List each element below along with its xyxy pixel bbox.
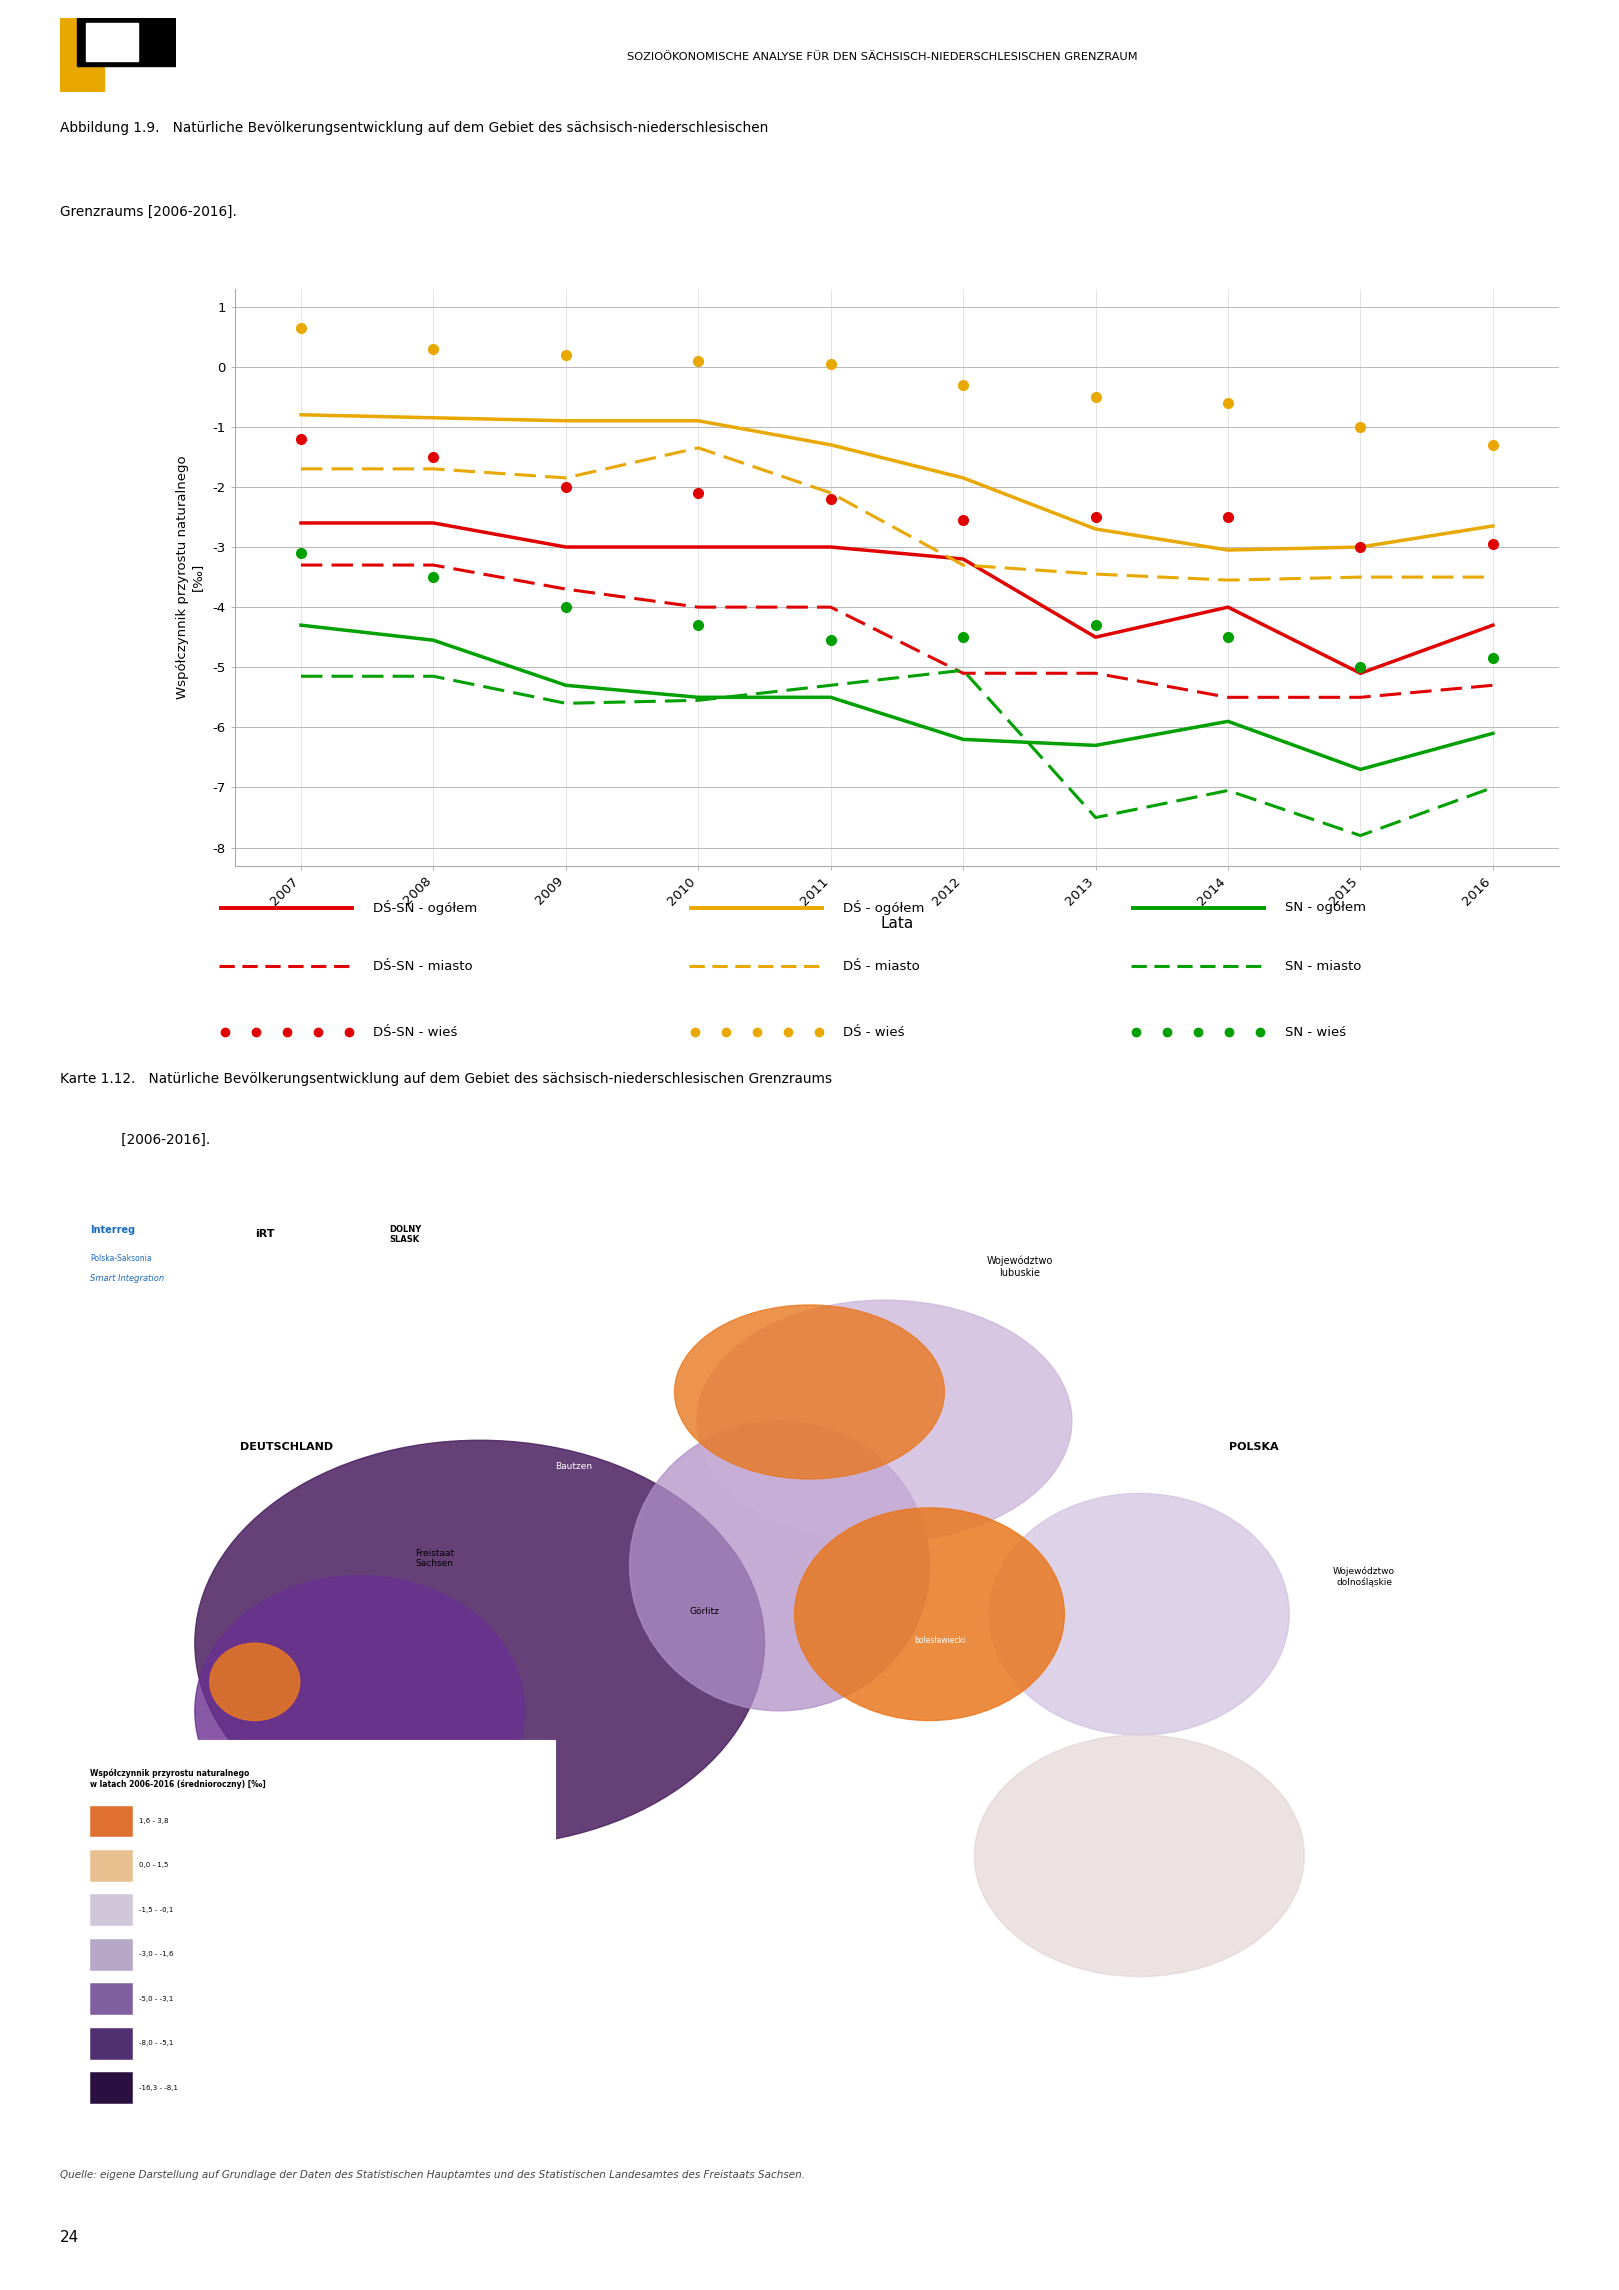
Bar <box>86 23 138 62</box>
Bar <box>91 1983 131 2015</box>
Text: iRT: iRT <box>254 1230 274 1239</box>
Text: -8,0 - -5,1: -8,0 - -5,1 <box>139 2040 173 2047</box>
Text: SN - wieś: SN - wieś <box>1284 1026 1345 1040</box>
Text: DŚ-SN - wieś: DŚ-SN - wieś <box>372 1026 457 1040</box>
Text: 1,6 - 3,8: 1,6 - 3,8 <box>139 1818 168 1825</box>
Text: DŚ - miasto: DŚ - miasto <box>843 960 920 973</box>
Text: 24: 24 <box>60 2230 79 2244</box>
Text: Grenzraums [2006-2016].: Grenzraums [2006-2016]. <box>60 204 236 220</box>
Text: bolesławiecki: bolesławiecki <box>915 1637 967 1644</box>
X-axis label: Lata: Lata <box>881 916 913 932</box>
Ellipse shape <box>698 1301 1072 1541</box>
Text: Quelle: eigene Darstellung auf Grundlage der Daten des Statistischen Hauptamtes : Quelle: eigene Darstellung auf Grundlage… <box>60 2171 805 2180</box>
Ellipse shape <box>210 1644 300 1720</box>
Text: Województwo
lubuskie: Województwo lubuskie <box>986 1255 1052 1278</box>
Text: SOZIOÖKONOMISCHE ANALYSE FÜR DEN SÄCHSISCH-NIEDERSCHLESISCHEN GRENZRAUM: SOZIOÖKONOMISCHE ANALYSE FÜR DEN SÄCHSIS… <box>627 53 1138 62</box>
Bar <box>91 1850 131 1880</box>
Text: [2006-2016].: [2006-2016]. <box>60 1134 210 1147</box>
Bar <box>91 1940 131 1969</box>
Text: -5,0 - -3,1: -5,0 - -3,1 <box>139 1997 173 2001</box>
Bar <box>91 2029 131 2059</box>
Bar <box>74 1198 644 1305</box>
Text: Bautzen: Bautzen <box>555 1463 593 1470</box>
Text: DŚ-SN - miasto: DŚ-SN - miasto <box>372 960 473 973</box>
Text: Abbildung 1.9.   Natürliche Bevölkerungsentwicklung auf dem Gebiet des sächsisch: Abbildung 1.9. Natürliche Bevölkerungsen… <box>60 121 769 135</box>
Text: -16,3 - -8,1: -16,3 - -8,1 <box>139 2084 178 2091</box>
Ellipse shape <box>194 1576 525 1846</box>
Text: 0,0 - 1,5: 0,0 - 1,5 <box>139 1862 168 1869</box>
Text: DŚ - wieś: DŚ - wieś <box>843 1026 905 1040</box>
Text: SN - ogółem: SN - ogółem <box>1284 902 1365 914</box>
Text: SN - miasto: SN - miasto <box>1284 960 1362 973</box>
Text: Karte 1.12.   Natürliche Bevölkerungsentwicklung auf dem Gebiet des sächsisch-ni: Karte 1.12. Natürliche Bevölkerungsentwi… <box>60 1072 832 1085</box>
Bar <box>91 2072 131 2102</box>
Text: -1,5 - -0,1: -1,5 - -0,1 <box>139 1908 173 1912</box>
Ellipse shape <box>270 1745 359 1811</box>
Bar <box>91 1894 131 1926</box>
Text: DŚ-SN - ogółem: DŚ-SN - ogółem <box>372 900 478 916</box>
Ellipse shape <box>194 1440 764 1846</box>
Text: DOLNY
SLASK: DOLNY SLASK <box>390 1225 423 1243</box>
Text: Görlitz: Görlitz <box>690 1608 719 1617</box>
Text: Smart Integration: Smart Integration <box>91 1273 164 1282</box>
Ellipse shape <box>989 1493 1289 1736</box>
Bar <box>74 1740 555 2127</box>
Text: Województwo
dolnośląskie: Województwo dolnośląskie <box>1332 1566 1396 1587</box>
Ellipse shape <box>795 1507 1064 1720</box>
Ellipse shape <box>630 1420 929 1711</box>
Text: DEUTSCHLAND: DEUTSCHLAND <box>240 1443 334 1452</box>
Text: Współczynnik przyrostu naturalnego
w latach 2006-2016 (średnioroczny) [‰]: Współczynnik przyrostu naturalnego w lat… <box>91 1768 266 1788</box>
Text: DŚ - ogółem: DŚ - ogółem <box>843 900 924 916</box>
Y-axis label: Współczynnik przyrostu naturalnego
[‰]: Współczynnik przyrostu naturalnego [‰] <box>176 456 204 698</box>
Text: Polska-Saksonia: Polska-Saksonia <box>91 1255 152 1264</box>
Bar <box>60 18 104 92</box>
Text: POLSKA: POLSKA <box>1229 1443 1279 1452</box>
Ellipse shape <box>975 1736 1305 1976</box>
Bar <box>78 18 176 66</box>
Bar <box>91 1805 131 1837</box>
Ellipse shape <box>675 1305 944 1479</box>
Text: Interreg: Interreg <box>91 1225 134 1234</box>
Text: -3,0 - -1,6: -3,0 - -1,6 <box>139 1951 173 1958</box>
Text: Freistaat
Sachsen: Freistaat Sachsen <box>414 1548 455 1569</box>
